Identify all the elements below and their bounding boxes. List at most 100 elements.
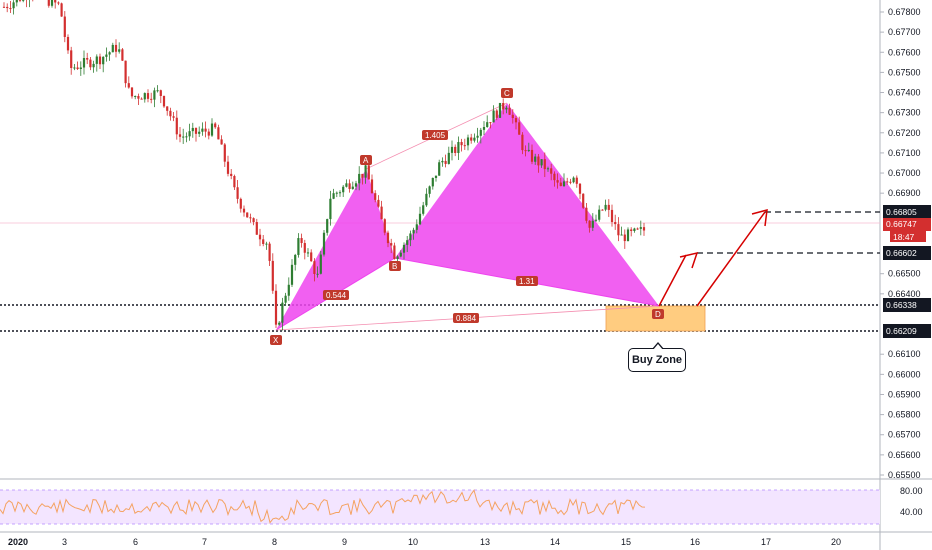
candle-body — [18, 0, 22, 1]
candle-body — [252, 218, 255, 223]
y-tick-label: 0.65900 — [888, 389, 921, 399]
candle-body — [479, 129, 482, 136]
candle-body — [540, 159, 543, 166]
candle-body — [111, 44, 114, 53]
candle-body — [66, 36, 70, 51]
candle-body — [268, 243, 271, 261]
candle-body — [594, 219, 598, 221]
candle-body — [249, 217, 252, 219]
candle-body — [434, 175, 438, 178]
ratio-bcd: 1.31 — [519, 277, 535, 286]
candle-body — [633, 228, 636, 232]
point-d-badge — [652, 309, 664, 319]
candle-body — [306, 252, 310, 254]
candle-body — [348, 183, 351, 189]
candle-body — [230, 173, 233, 177]
candle-body — [486, 122, 489, 127]
candle-body — [102, 56, 105, 65]
candle-body — [447, 152, 450, 164]
candle-body — [156, 90, 159, 92]
candle-body — [466, 137, 470, 146]
candle-body — [82, 58, 86, 68]
candle-body — [338, 192, 342, 194]
candle-body — [182, 136, 185, 138]
countdown-bg — [890, 231, 926, 242]
price-tag-current-bg — [883, 218, 931, 231]
candle-body — [524, 150, 527, 152]
rsi-tick-40: 40.00 — [900, 507, 923, 517]
candle-body — [514, 118, 518, 123]
candle-body — [294, 254, 297, 265]
candle-body — [262, 239, 265, 244]
candlestick-series[interactable] — [2, 0, 646, 331]
candle-body — [226, 161, 230, 174]
candle-body — [543, 159, 546, 170]
candle-body — [287, 284, 290, 296]
y-tick-label: 0.66000 — [888, 369, 921, 379]
candle-body — [242, 208, 246, 213]
x-tick-17: 17 — [761, 537, 771, 547]
candle-body — [146, 93, 150, 99]
candle-body — [73, 67, 76, 69]
candle-body — [367, 165, 370, 180]
candle-body — [460, 142, 463, 146]
candle-body — [217, 127, 220, 140]
candle-body — [364, 165, 367, 178]
candle-body — [521, 134, 524, 151]
pattern-triangle-bcd — [395, 103, 659, 306]
point-d-label: D — [655, 310, 661, 319]
candle-body — [399, 252, 402, 257]
candle-body — [9, 8, 12, 10]
candle-body — [118, 49, 121, 52]
candle-body — [386, 232, 390, 244]
arrow-head-2 — [751, 208, 768, 227]
ratio-xad-badge — [453, 313, 479, 323]
x-tick-16: 16 — [690, 537, 700, 547]
candle-body — [473, 137, 476, 141]
candle-body — [178, 134, 182, 137]
y-tick-label: 0.67100 — [888, 148, 921, 158]
candle-body — [6, 6, 9, 9]
rsi-panel: 80.00 40.00 — [0, 486, 923, 525]
candle-body — [441, 160, 444, 163]
y-tick-label: 0.65500 — [888, 470, 921, 480]
candle-body — [559, 182, 562, 187]
candle-body — [572, 177, 575, 183]
candle-body — [162, 95, 166, 107]
candle-body — [409, 233, 412, 241]
y-tick-label: 0.67800 — [888, 7, 921, 17]
candle-body — [198, 131, 201, 134]
price-axis[interactable]: 0.67800 0.67700 0.67600 0.67500 0.67400 0.673… — [880, 7, 921, 480]
candle-body — [582, 193, 585, 208]
price-tags: 0.66805 0.66747 18:47 0.66602 0.66338 0.… — [883, 205, 931, 338]
candle-body — [470, 137, 473, 141]
candle-body — [626, 229, 630, 242]
price-tag-level-4: 0.66209 — [886, 326, 917, 336]
time-axis[interactable]: 2020 3 6 7 8 9 10 13 14 15 16 17 20 — [8, 537, 841, 547]
candle-body — [159, 90, 162, 96]
candle-body — [463, 145, 466, 147]
candle-body — [406, 240, 409, 245]
harmonic-pattern[interactable] — [275, 102, 660, 331]
candle-body — [175, 117, 178, 135]
candle-body — [124, 60, 127, 84]
candle-body — [620, 234, 623, 236]
price-tag-level-4-bg — [883, 324, 931, 338]
candle-body — [358, 173, 361, 184]
candle-body — [530, 149, 534, 162]
candle-body — [86, 58, 89, 60]
x-tick-8: 8 — [272, 537, 277, 547]
pattern-triangle-xab — [276, 169, 395, 330]
candle-body — [614, 222, 617, 225]
candle-body — [121, 49, 124, 61]
candle-body — [502, 103, 505, 110]
candle-body — [15, 0, 18, 3]
candle-body — [233, 176, 236, 188]
candle-body — [95, 56, 98, 64]
x-tick-9: 9 — [342, 537, 347, 547]
point-c-label: C — [504, 89, 510, 98]
candle-body — [194, 127, 198, 134]
price-tag-level-2-bg — [883, 246, 931, 260]
candle-body — [374, 193, 377, 200]
